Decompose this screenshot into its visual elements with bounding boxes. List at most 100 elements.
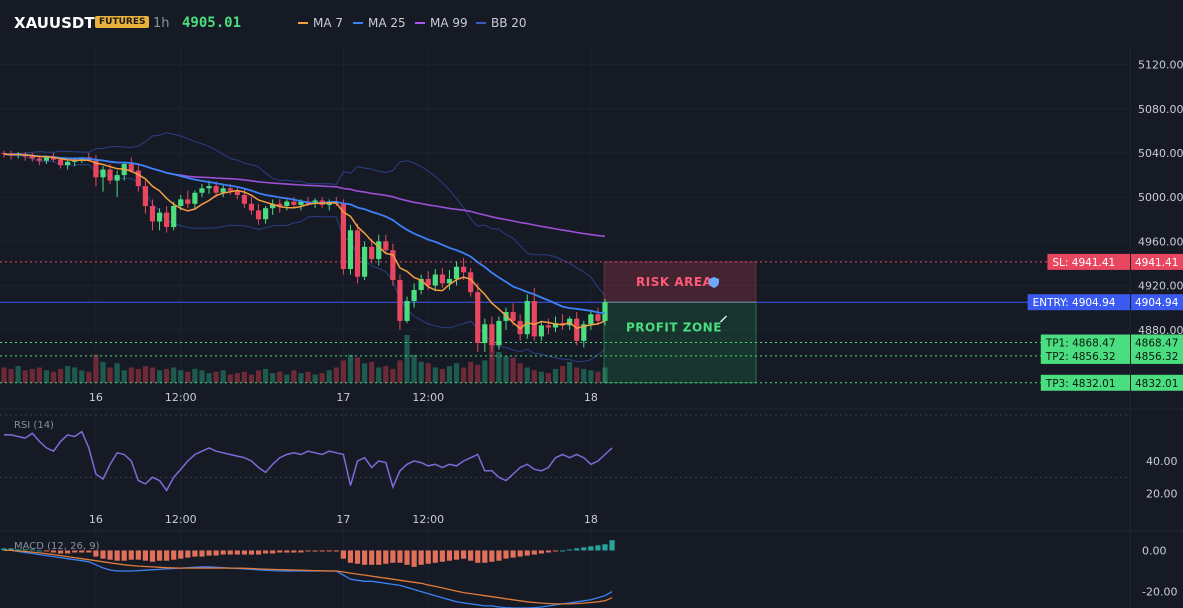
candle-body bbox=[460, 266, 467, 273]
legend-ma7-label: MA 7 bbox=[313, 16, 344, 30]
volume-bar bbox=[503, 356, 509, 383]
macd-histogram-bar bbox=[567, 549, 573, 551]
macd-histogram-bar bbox=[538, 550, 544, 554]
candle-body bbox=[524, 301, 530, 335]
timeframe-label[interactable]: 1h bbox=[153, 16, 170, 31]
macd-histogram-bar bbox=[192, 550, 198, 557]
macd-axis-tick: 0.00 bbox=[1142, 544, 1167, 557]
level-price-sl bbox=[1131, 253, 1183, 270]
level-price-text: 4904.94 bbox=[1135, 297, 1179, 309]
candle-body bbox=[510, 312, 516, 321]
macd-histogram-bar bbox=[347, 550, 354, 563]
volume-bar bbox=[192, 368, 198, 383]
macd-histogram-bar bbox=[284, 550, 290, 553]
volume-bar bbox=[86, 371, 92, 383]
volume-bar bbox=[531, 370, 537, 383]
symbol-label[interactable]: XAUUSDT bbox=[14, 14, 95, 32]
price-axis-tick: 5040.00 bbox=[1138, 147, 1183, 160]
candle-body bbox=[248, 203, 255, 211]
volume-bar bbox=[517, 363, 523, 383]
candle-body bbox=[206, 186, 212, 189]
volume-bar bbox=[199, 370, 205, 383]
candle-body bbox=[453, 266, 460, 279]
volume-bar bbox=[185, 371, 191, 383]
volume-bar bbox=[121, 370, 127, 383]
candle-body bbox=[255, 210, 262, 220]
level-price-text: 4832.01 bbox=[1135, 378, 1178, 390]
level-price-tp1 bbox=[1131, 334, 1183, 351]
macd-signal-line bbox=[4, 549, 613, 605]
price-axis-tick: 4880.00 bbox=[1138, 324, 1183, 337]
candle-body bbox=[475, 292, 481, 344]
macd-histogram-bar bbox=[72, 550, 78, 553]
time-axis-tick: 18 bbox=[584, 391, 598, 404]
volume-bar bbox=[453, 363, 460, 383]
time-axis-tick: 12:00 bbox=[412, 513, 444, 526]
candle-body bbox=[135, 170, 141, 187]
volume-bar bbox=[397, 360, 403, 383]
macd-panel: 0.00 -20.00 MACD (12, 26, 9) bbox=[1, 540, 1177, 608]
candle-body bbox=[496, 320, 502, 346]
macd-histogram-bar bbox=[312, 550, 318, 552]
volume-bar bbox=[107, 367, 113, 383]
volume-bar bbox=[369, 361, 375, 383]
volume-bar bbox=[1, 367, 7, 383]
candle-body bbox=[107, 169, 113, 181]
macd-histogram-bar bbox=[206, 550, 212, 556]
macd-histogram-bar bbox=[503, 550, 509, 559]
volume-bar bbox=[263, 368, 269, 383]
volume-bar bbox=[164, 368, 170, 383]
macd-histogram-bar bbox=[545, 550, 552, 553]
volume-bar bbox=[496, 351, 502, 383]
macd-histogram-bar bbox=[595, 545, 601, 551]
volume-bar bbox=[43, 370, 50, 383]
macd-histogram-bar bbox=[559, 550, 566, 552]
profit-zone bbox=[603, 301, 757, 384]
level-tag-tp2 bbox=[1040, 347, 1130, 364]
volume-bar bbox=[22, 370, 28, 383]
volume-bar bbox=[340, 360, 346, 383]
volume-bar bbox=[227, 374, 233, 383]
macd-histogram-bar bbox=[255, 550, 262, 555]
candle-body bbox=[241, 194, 247, 204]
level-price-tp2 bbox=[1131, 347, 1183, 364]
volume-bar bbox=[270, 373, 276, 383]
macd-histogram-bar bbox=[263, 550, 269, 554]
volume-bar bbox=[574, 367, 580, 383]
candle-body bbox=[57, 159, 64, 166]
macd-histogram-bar bbox=[43, 550, 50, 552]
volume-bar bbox=[595, 371, 601, 383]
macd-histogram-bar bbox=[468, 550, 474, 561]
candle-body bbox=[291, 201, 297, 205]
volume-bar bbox=[142, 366, 149, 383]
macd-axis-tick: -20.00 bbox=[1142, 586, 1177, 599]
volume-bar bbox=[581, 368, 587, 383]
macd-histogram-bar bbox=[142, 550, 149, 561]
macd-histogram-bar bbox=[475, 550, 481, 563]
candle-body bbox=[284, 201, 290, 207]
candle-body bbox=[100, 169, 106, 178]
chart-header: XAUUSDT FUTURES 1h 4905.01 MA 7 MA 25 MA… bbox=[0, 0, 1183, 46]
risk-zone bbox=[603, 261, 757, 303]
macd-histogram-bar bbox=[425, 550, 431, 564]
legend-ma7[interactable]: MA 7 bbox=[298, 16, 343, 30]
volume-bar bbox=[354, 357, 361, 383]
macd-histogram-bar bbox=[128, 550, 134, 560]
macd-histogram-bar bbox=[156, 550, 163, 561]
legend-ma99[interactable]: MA 99 bbox=[415, 16, 468, 30]
volume-bar bbox=[57, 368, 64, 383]
macd-histogram-bar bbox=[291, 550, 297, 553]
macd-histogram-bar bbox=[369, 550, 375, 565]
candle-body bbox=[418, 278, 424, 290]
macd-histogram-bar bbox=[50, 550, 57, 553]
risk-zone-label: RISK AREA bbox=[636, 275, 713, 289]
macd-histogram-bar bbox=[114, 550, 120, 561]
ma25-line bbox=[3, 153, 606, 314]
rsi-panel: 40.00 20.00 RSI (14) 16 12:00 17 12:00 18 bbox=[0, 414, 1178, 526]
legend-ma25[interactable]: MA 25 bbox=[353, 16, 406, 30]
candle-body bbox=[142, 186, 149, 207]
volume-bar bbox=[319, 373, 325, 383]
legend-bb20[interactable]: BB 20 bbox=[476, 16, 527, 30]
macd-histogram-bar bbox=[333, 550, 339, 552]
